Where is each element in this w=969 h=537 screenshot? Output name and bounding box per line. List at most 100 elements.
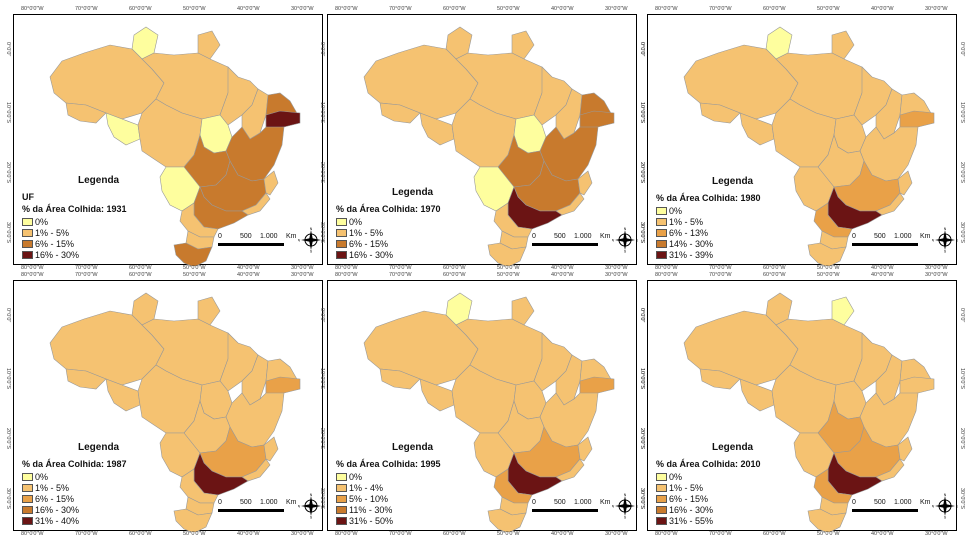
latitude-label: 10°0'0"S (319, 102, 325, 124)
legend-swatch (656, 228, 667, 237)
legend-item: 6% - 15% (336, 238, 441, 249)
compass-letter: N (624, 227, 627, 231)
legend-title: Legenda (78, 175, 120, 186)
scale-label: 1.000 (894, 499, 912, 506)
longitude-label: 40°0'0"W (871, 6, 894, 12)
state-region (739, 112, 775, 146)
longitude-label: 50°0'0"W (817, 272, 840, 278)
compass-letter: S (310, 516, 313, 520)
legend-swatch (336, 494, 347, 503)
state-region (897, 170, 913, 196)
longitude-label: 80°0'0"W (655, 272, 678, 278)
state-region (105, 378, 141, 412)
state-region (263, 436, 279, 462)
scale-label: Km (600, 499, 611, 506)
state-region (493, 468, 533, 504)
latitude-label: 10°0'0"S (639, 102, 645, 124)
legend-item: 0% (656, 471, 761, 482)
map-panel: Legenda % da Área Colhida: 1980 0% 1% - 5% 6… (647, 14, 958, 266)
state-region (511, 30, 535, 60)
legend-item: 6% - 15% (22, 493, 127, 504)
latitude-label: 30°0'0"S (319, 222, 325, 244)
longitude-label: 30°0'0"W (605, 265, 628, 271)
legend-item: 6% - 15% (656, 493, 761, 504)
compass-letter: S (944, 250, 947, 254)
latitude-label: 10°0'0"S (959, 368, 965, 390)
state-region (899, 376, 935, 396)
legend-swatch (656, 494, 667, 503)
state-region (487, 242, 527, 266)
longitude-label: 70°0'0"W (389, 531, 412, 537)
map-panel: Legenda % da Área Colhida: 2010 0% 1% - 5% 6… (647, 280, 958, 532)
compass-letter: E (636, 239, 638, 243)
map-legend: Legenda % da Área Colhida: 1980 0% 1% - 5% 6… (656, 176, 761, 260)
state-region (831, 30, 855, 60)
scale-label: 0 (532, 233, 536, 240)
compass-letter: W (612, 239, 615, 243)
scale-label: Km (286, 233, 297, 240)
longitude-label: 60°0'0"W (129, 531, 152, 537)
state-region (813, 468, 853, 504)
compass-letter: W (298, 505, 301, 509)
state-region (739, 378, 775, 412)
scale-label: Km (920, 233, 931, 240)
legend-swatch (656, 217, 667, 226)
longitude-label: 60°0'0"W (129, 6, 152, 12)
longitude-label: 60°0'0"W (763, 272, 786, 278)
legend-item-label: 1% - 5% (35, 482, 70, 493)
north-arrow-icon: N S E W (932, 227, 958, 253)
brazil-map (683, 292, 935, 532)
longitude-label: 50°0'0"W (497, 6, 520, 12)
scale-bar: 0 500 1.000 Km (218, 233, 298, 253)
legend-item: 5% - 10% (336, 493, 441, 504)
legend-item-label: 6% - 15% (669, 493, 709, 504)
latitude-label: 10°0'0"S (639, 368, 645, 390)
map-legend: Legenda % da Área Colhida: 1970 0% 1% - 5% 6… (336, 187, 441, 260)
compass-letter: S (944, 516, 947, 520)
longitude-label: 70°0'0"W (75, 272, 98, 278)
legend-swatch (22, 217, 33, 226)
longitude-label: 70°0'0"W (75, 265, 98, 271)
legend-item: 1% - 5% (22, 227, 127, 238)
longitude-label: 80°0'0"W (21, 531, 44, 537)
longitude-label: 80°0'0"W (335, 6, 358, 12)
legend-subtitle: % da Área Colhida: 1987 (22, 459, 127, 469)
compass-letter: W (298, 239, 301, 243)
longitude-label: 60°0'0"W (763, 265, 786, 271)
longitude-label: 40°0'0"W (551, 272, 574, 278)
scale-bar-line (532, 509, 598, 512)
longitude-label: 40°0'0"W (237, 531, 260, 537)
latitude-label: 0°0'0" (959, 42, 965, 57)
longitude-label: 60°0'0"W (129, 265, 152, 271)
scale-bar-line (218, 509, 284, 512)
state-region (419, 112, 455, 146)
scale-bar-line (852, 509, 918, 512)
legend-uf-label: UF (22, 192, 34, 202)
north-arrow-icon: N S E W (932, 493, 958, 519)
legend-item-label: 16% - 30% (35, 249, 80, 260)
latitude-label: 30°0'0"S (319, 488, 325, 510)
legend-item-label: 31% - 40% (35, 515, 80, 526)
latitude-label: 10°0'0"S (5, 102, 11, 124)
legend-item-label: 14% - 30% (669, 238, 714, 249)
state-region (379, 368, 421, 390)
compass-letter: S (310, 250, 313, 254)
longitude-label: 70°0'0"W (389, 272, 412, 278)
longitude-label: 40°0'0"W (871, 531, 894, 537)
state-region (493, 202, 533, 238)
compass-letter: W (612, 505, 615, 509)
state-region (265, 376, 301, 396)
legend-swatch (336, 217, 347, 226)
legend-item: 16% - 30% (656, 504, 761, 515)
scale-label: 1.000 (260, 499, 278, 506)
state-region (179, 202, 219, 238)
legend-subtitle: % da Área Colhida: 1980 (656, 193, 761, 203)
legend-swatch (656, 206, 667, 215)
latitude-label: 20°0'0"S (639, 428, 645, 450)
longitude-label: 50°0'0"W (497, 531, 520, 537)
legend-item-label: 31% - 55% (669, 515, 714, 526)
compass-letter: W (932, 239, 935, 243)
latitude-label: 20°0'0"S (5, 428, 11, 450)
longitude-label: 60°0'0"W (129, 272, 152, 278)
latitude-label: 0°0'0" (959, 308, 965, 323)
